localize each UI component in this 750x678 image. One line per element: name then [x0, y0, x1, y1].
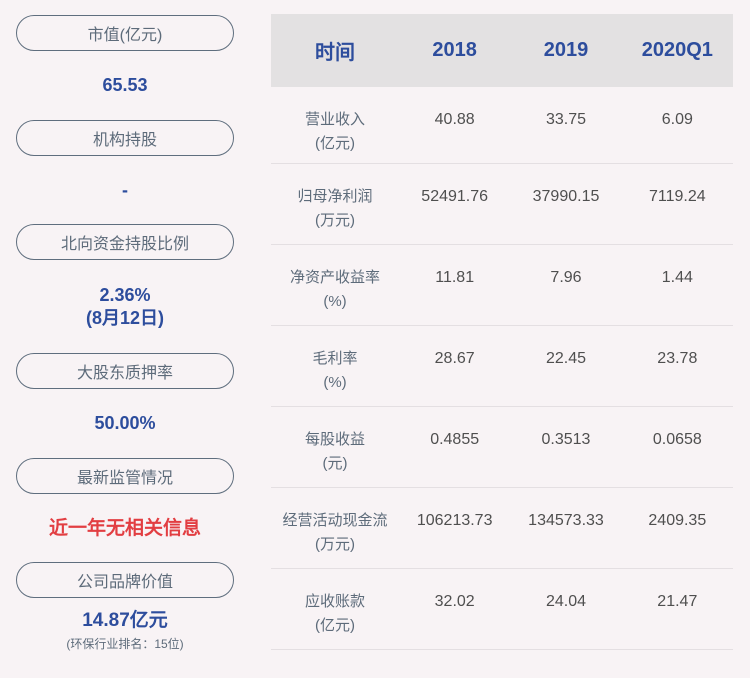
pill-major-shareholder-pledge-ratio[interactable]: 大股东质押率	[16, 353, 234, 389]
row-metric-unit: (%)	[323, 374, 347, 391]
brand-value-industry-rank-note: (环保行业排名：15位)	[66, 636, 184, 651]
institutional-holdings-value-area: -	[16, 156, 234, 224]
northbound-holding-ratio-date: (8月12日)	[85, 307, 165, 328]
row-label: 净资产收益率 (%)	[271, 266, 399, 325]
financials-table: 时间 2018 2019 2020Q1 营业收入 (亿元) 40.88 33.7…	[271, 14, 733, 650]
table-row-operating-cash-flow: 经营活动现金流 (万元) 106213.73 134573.33 2409.35	[271, 488, 733, 569]
table-row-revenue: 营业收入 (亿元) 40.88 33.75 6.09	[271, 87, 733, 164]
cell-2019: 134573.33	[528, 512, 604, 529]
cell-2019: 37990.15	[532, 188, 600, 205]
table-row-eps: 每股收益 (元) 0.4855 0.3513 0.0658	[271, 407, 733, 488]
row-metric-name: 应收账款	[304, 593, 365, 610]
table-header-2019: 2019	[543, 39, 589, 61]
pill-latest-regulation[interactable]: 最新监管情况	[16, 458, 234, 494]
brand-value-value: 14.87亿元	[82, 609, 168, 631]
cell-2020q1: 2409.35	[648, 512, 707, 529]
latest-regulation-value: 近一年无相关信息	[48, 517, 201, 539]
market-cap-value: 65.53	[102, 75, 148, 95]
pill-major-shareholder-pledge-ratio-label: 大股东质押率	[76, 365, 173, 382]
cell-2018: 32.02	[434, 593, 475, 610]
cell-2019: 7.96	[550, 269, 582, 286]
cell-2018: 40.88	[434, 111, 475, 128]
cell-2020q1: 1.44	[661, 269, 693, 286]
pill-latest-regulation-label: 最新监管情况	[76, 470, 173, 487]
row-label: 每股收益 (元)	[271, 428, 399, 487]
cell-2019: 0.3513	[541, 431, 591, 448]
table-row-roe: 净资产收益率 (%) 11.81 7.96 1.44	[271, 245, 733, 326]
cell-2019: 33.75	[545, 111, 587, 128]
pill-northbound-holding-ratio[interactable]: 北向资金持股比例	[16, 224, 234, 260]
row-label: 归母净利润 (万元)	[271, 185, 399, 244]
pill-northbound-holding-ratio-label: 北向资金持股比例	[60, 236, 189, 253]
table-row-net-profit: 归母净利润 (万元) 52491.76 37990.15 7119.24	[271, 164, 733, 245]
row-metric-name: 每股收益	[304, 431, 365, 448]
row-metric-unit: (元)	[322, 455, 348, 472]
row-label: 毛利率 (%)	[271, 347, 399, 406]
row-metric-name: 毛利率	[312, 350, 358, 367]
row-metric-name: 营业收入	[304, 111, 365, 128]
institutional-holdings-value: -	[122, 179, 128, 200]
cell-2020q1: 6.09	[661, 111, 693, 128]
table-header-2018: 2018	[432, 39, 477, 61]
cell-2020q1: 23.78	[657, 350, 698, 367]
row-metric-unit: (亿元)	[315, 617, 355, 634]
northbound-holding-ratio-value-area: 2.36% (8月12日)	[16, 260, 234, 353]
market-cap-value-area: 65.53	[16, 51, 234, 120]
cell-2019: 24.04	[545, 593, 587, 610]
cell-2020q1: 21.47	[657, 593, 698, 610]
pill-market-cap[interactable]: 市值(亿元)	[16, 15, 234, 51]
pill-institutional-holdings-label: 机构持股	[92, 132, 157, 149]
table-header-2020q1: 2020Q1	[641, 39, 713, 61]
sidebar: 市值(亿元) 65.53 机构持股 - 北向资金持股比例 2.36% (8月12…	[16, 15, 234, 662]
table-header-time: 时间	[315, 42, 355, 64]
row-metric-unit: (万元)	[315, 212, 355, 229]
brand-value-value-area: 14.87亿元 (环保行业排名：15位)	[16, 598, 234, 662]
northbound-holding-ratio-value: 2.36%	[99, 284, 151, 305]
pill-brand-value[interactable]: 公司品牌价值	[16, 562, 234, 598]
latest-regulation-value-area: 近一年无相关信息	[16, 494, 234, 562]
pill-institutional-holdings[interactable]: 机构持股	[16, 120, 234, 156]
cell-2018: 11.81	[435, 269, 475, 286]
table-row-gross-margin: 毛利率 (%) 28.67 22.45 23.78	[271, 326, 733, 407]
major-shareholder-pledge-ratio-value-area: 50.00%	[16, 389, 234, 458]
pill-brand-value-label: 公司品牌价值	[76, 574, 173, 591]
row-label: 营业收入 (亿元)	[271, 108, 399, 163]
table-row-accounts-receivable: 应收账款 (亿元) 32.02 24.04 21.47	[271, 569, 733, 650]
cell-2020q1: 0.0658	[652, 431, 702, 448]
major-shareholder-pledge-ratio-value: 50.00%	[94, 413, 156, 433]
cell-2019: 22.45	[545, 350, 587, 367]
row-metric-name: 归母净利润	[297, 188, 373, 205]
row-label: 应收账款 (亿元)	[271, 590, 399, 649]
cell-2018: 106213.73	[416, 512, 493, 529]
cell-2018: 28.67	[434, 350, 475, 367]
row-metric-unit: (亿元)	[315, 135, 355, 152]
row-metric-name: 经营活动现金流	[282, 512, 388, 529]
row-label: 经营活动现金流 (万元)	[271, 509, 399, 568]
row-metric-unit: (万元)	[315, 536, 355, 553]
pill-market-cap-label: 市值(亿元)	[87, 27, 163, 44]
row-metric-unit: (%)	[323, 293, 347, 310]
cell-2018: 0.4855	[430, 431, 480, 448]
row-metric-name: 净资产收益率	[289, 269, 380, 286]
table-header-row: 时间 2018 2019 2020Q1	[271, 14, 733, 87]
cell-2020q1: 7119.24	[648, 188, 706, 205]
cell-2018: 52491.76	[421, 188, 489, 205]
